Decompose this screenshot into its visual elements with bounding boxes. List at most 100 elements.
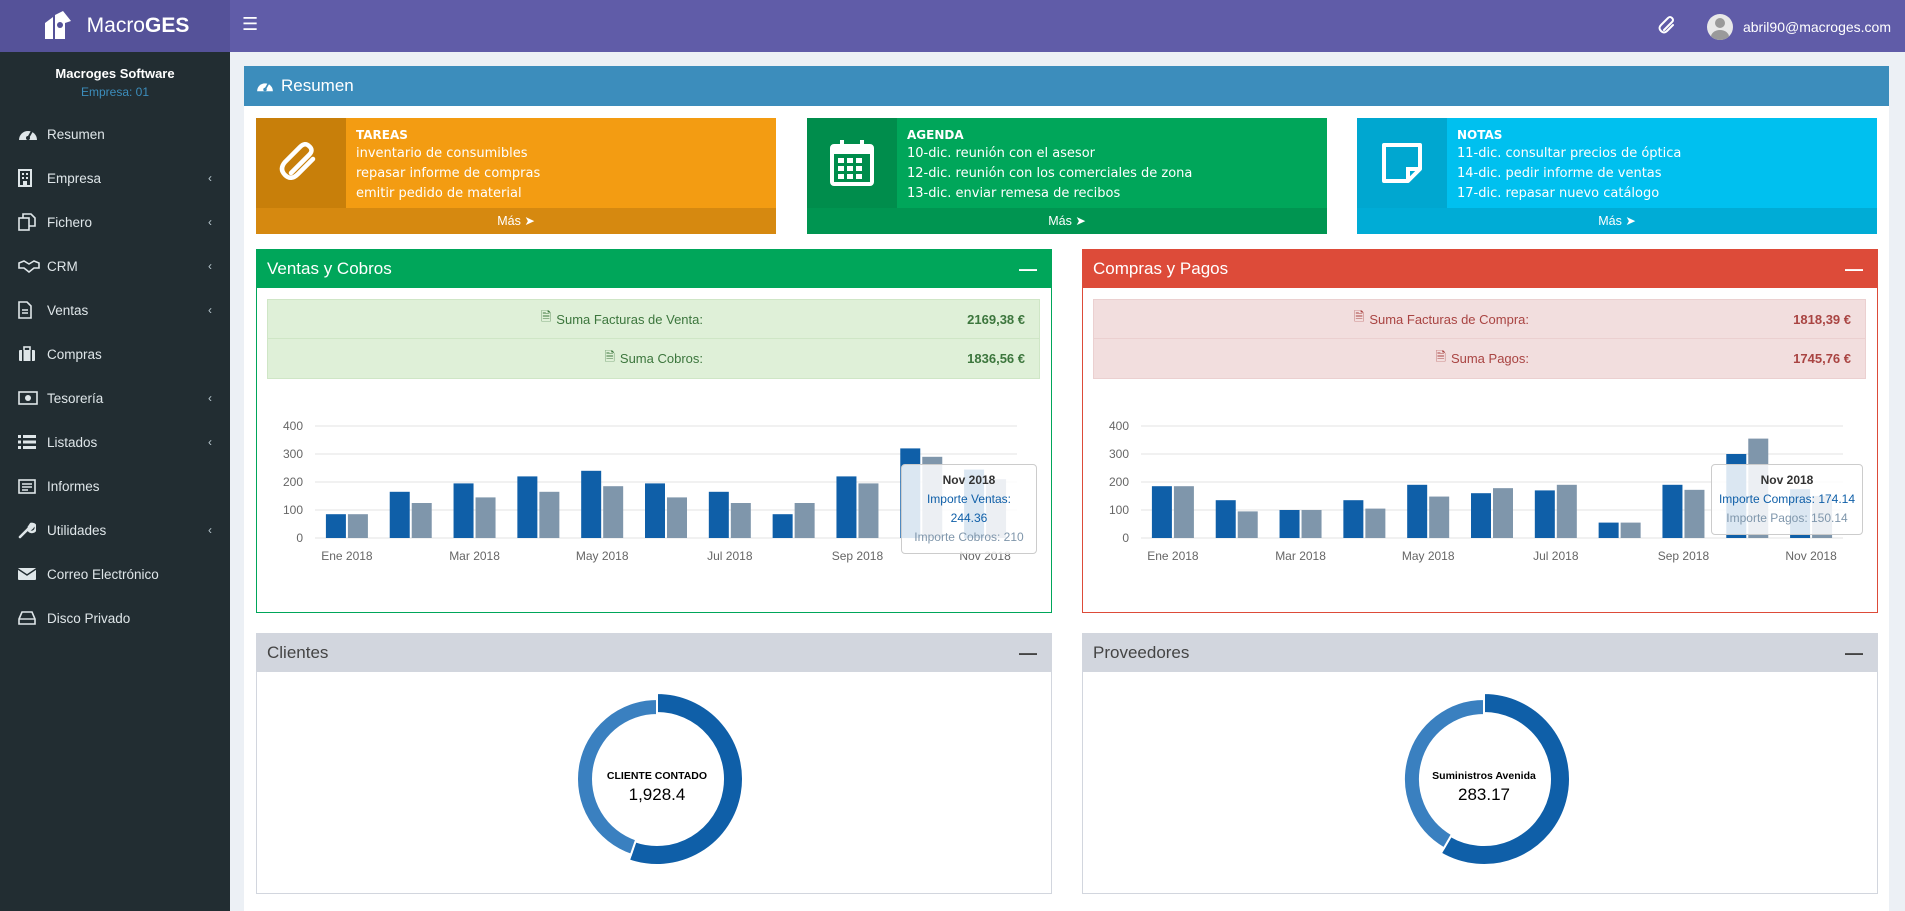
clientes-donut-chart[interactable] [569,691,745,867]
sidebar-item-ventas[interactable]: Ventas ‹ [0,288,230,332]
sidebar-item-disco[interactable]: Disco Privado [0,596,230,640]
file-text-icon: 🗎 [1353,309,1365,324]
nota-item[interactable]: 17-dic. repasar nuevo catálogo [1457,186,1660,201]
file-text-icon: 🗎 [604,348,615,364]
row-value: 1745,76 € [1793,351,1851,366]
chevron-left-icon: ‹ [208,171,212,185]
y-tick-label: 300 [283,447,303,461]
paperclip-icon[interactable] [1658,15,1678,35]
suma-facturas-compra-row: 🗎 Suma Facturas de Compra: 1818,39 € [1093,299,1866,339]
envelope-icon [18,565,40,583]
sidebar-item-crm[interactable]: CRM ‹ [0,244,230,288]
sidebar-item-label: Listados [47,434,98,450]
bar-b [539,491,560,538]
agenda-item[interactable]: 10-dic. reunión con el asesor [907,146,1096,161]
row-label: Suma Facturas de Venta: [556,311,703,327]
proveedores-donut-chart[interactable] [1396,691,1572,867]
sidebar-item-label: Fichero [47,214,93,230]
x-tick-label: Jul 2018 [1533,549,1579,563]
agenda-more-link[interactable]: Más ➤ [807,208,1327,234]
sidebar-item-informes[interactable]: Informes [0,464,230,508]
bar-a [1662,484,1683,538]
box-title: Compras y Pagos [1093,259,1229,278]
company-panel: Macroges Software Empresa: 01 [0,52,230,110]
sidebar-item-empresa[interactable]: Empresa ‹ [0,156,230,200]
donut-slice [576,697,658,856]
x-tick-label: May 2018 [1402,549,1455,563]
bar-b [603,486,624,538]
sidebar-item-resumen[interactable]: Resumen [0,112,230,156]
sidebar-item-label: Compras [47,346,102,362]
bar-b [1556,484,1577,538]
sidebar-toggle-icon[interactable]: ☰ [242,14,259,34]
minus-icon[interactable]: — [1845,643,1863,663]
minus-icon[interactable]: — [1019,643,1037,663]
top-navbar: MacroGES ☰ abril90@macroges.com [0,0,1905,52]
box-title: Clientes [267,643,329,662]
building-icon [18,169,40,187]
minus-icon[interactable]: — [1019,259,1037,279]
chevron-left-icon: ‹ [208,303,212,317]
paperclip-icon [256,118,346,208]
bar-a [325,514,346,538]
y-tick-label: 400 [283,419,303,433]
sidebar: Macroges Software Empresa: 01 Resumen Em… [0,52,230,911]
tareas-title: TAREAS [356,128,408,142]
bar-b [1620,522,1641,538]
nota-item[interactable]: 14-dic. pedir informe de ventas [1457,166,1662,181]
chevron-left-icon: ‹ [208,215,212,229]
briefcase-icon [18,345,40,363]
bar-b [667,497,687,538]
agenda-item[interactable]: 13-dic. enviar remesa de recibos [907,186,1121,201]
donut-center-value: 1,928.4 [628,785,686,804]
sidebar-item-correo[interactable]: Correo Electrónico [0,552,230,596]
tarea-item[interactable]: inventario de consumibles [356,146,528,161]
sidebar-item-fichero[interactable]: Fichero ‹ [0,200,230,244]
tooltip-line: Importe Pagos: 150.14 [1726,511,1848,525]
tarea-item[interactable]: emitir pedido de material [356,186,522,201]
user-menu[interactable]: abril90@macroges.com [1706,14,1891,40]
agenda-title: AGENDA [907,128,964,142]
donut-center-label: Suministros Avenida 283.17 [1404,770,1564,805]
dashboard-icon [18,125,40,143]
donut-slice [1403,697,1485,850]
x-tick-label: Sep 2018 [1658,549,1710,563]
bar-a [1215,500,1236,538]
bar-b [1365,508,1386,538]
bar-a [1407,484,1428,538]
y-tick-label: 0 [1122,531,1129,545]
bar-b [347,514,368,538]
sidebar-item-listados[interactable]: Listados ‹ [0,420,230,464]
sidebar-item-compras[interactable]: Compras [0,332,230,376]
x-tick-label: Mar 2018 [1275,549,1326,563]
brand-name: MacroGES [86,14,190,37]
sidebar-item-label: CRM [47,258,78,274]
bar-a [1151,486,1172,538]
bar-b [730,503,751,538]
file-text-icon: 🗎 [540,309,552,324]
minus-icon[interactable]: — [1845,259,1863,279]
suma-pagos-row: 🗎 Suma Pagos: 1745,76 € [1093,339,1866,379]
money-icon [18,389,40,407]
compras-box: Compras y Pagos — 🗎 Suma Facturas de Comp… [1082,249,1878,613]
notas-more-link[interactable]: Más ➤ [1357,208,1877,234]
app-logo[interactable]: MacroGES [0,0,230,52]
nota-item[interactable]: 11-dic. consultar precios de óptica [1457,146,1682,161]
files-icon [18,213,40,231]
sidebar-item-tesoreria[interactable]: Tesorería ‹ [0,376,230,420]
agenda-item[interactable]: 12-dic. reunión con los comerciales de z… [907,166,1193,181]
tareas-more-link[interactable]: Más ➤ [256,208,776,234]
tarea-item[interactable]: repasar informe de compras [356,166,541,181]
bar-a [1279,510,1300,538]
x-tick-label: Ene 2018 [1147,549,1199,563]
sidebar-item-utilidades[interactable]: Utilidades ‹ [0,508,230,552]
bar-b [858,483,879,538]
tareas-box: TAREAS inventario de consumibles repasar… [256,118,776,234]
hdd-icon [18,609,40,627]
bar-b [1173,486,1194,538]
chevron-left-icon: ‹ [208,523,212,537]
row-value: 2169,38 € [967,311,1025,327]
bar-b [794,503,815,538]
donut-center-name: Suministros Avenida [1432,770,1536,782]
chart-tooltip: Nov 2018 Importe Compras: 174.14 Importe… [1711,464,1863,535]
